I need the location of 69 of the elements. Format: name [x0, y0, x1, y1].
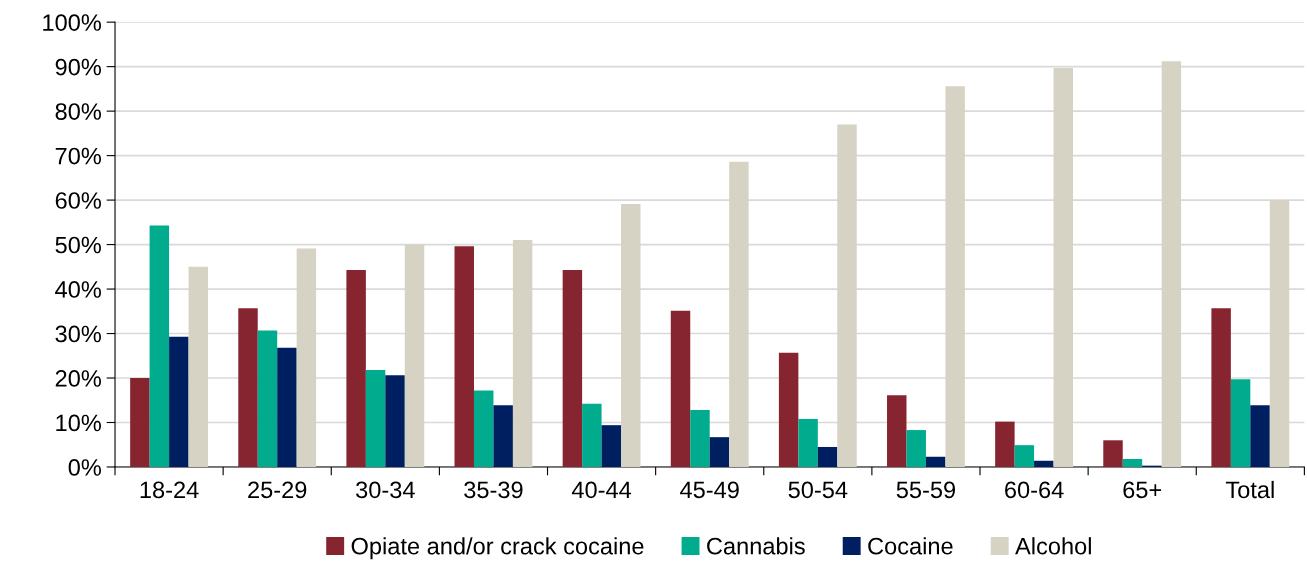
x-tick-label: 30-34: [356, 481, 415, 499]
bar: [1250, 405, 1270, 467]
bar: [887, 395, 907, 467]
bar: [925, 456, 946, 467]
x-tick-label: 35-39: [464, 481, 523, 499]
x-tick-label: 55-59: [896, 481, 956, 499]
legend-label: Opiate and/or crack cocaine: [351, 537, 644, 560]
bar: [1211, 308, 1231, 467]
y-tick-label: 70%: [55, 147, 101, 165]
bar: [149, 225, 170, 467]
bar: [1034, 460, 1054, 467]
bar: [454, 246, 474, 467]
bar: [188, 266, 208, 467]
bar: [277, 347, 297, 467]
bar: [385, 375, 405, 467]
y-tick-label: 100%: [43, 14, 101, 31]
y-tick-label: 30%: [55, 325, 101, 343]
y-tick-label: 20%: [55, 370, 101, 387]
legend-label: Cocaine: [868, 537, 953, 555]
bar: [1014, 445, 1035, 467]
bar: [365, 370, 386, 467]
x-tick-label: 45-49: [680, 481, 739, 499]
bar: [404, 244, 425, 467]
bar: [906, 430, 926, 467]
bar: [601, 425, 622, 467]
x-tick-label: 50-54: [788, 481, 848, 499]
legend-label: Alcohol: [1015, 537, 1091, 555]
bar: [493, 405, 513, 467]
x-tick-label: 18-24: [140, 481, 199, 499]
bar: [1230, 379, 1251, 467]
bar: [296, 248, 317, 467]
y-tick-label: 40%: [55, 281, 101, 298]
bar: [257, 330, 278, 467]
y-tick-label: 60%: [55, 192, 101, 209]
bar: [729, 161, 749, 467]
bar: [1053, 67, 1073, 467]
bar: [1103, 440, 1123, 467]
bar: [709, 437, 730, 467]
bar: [582, 403, 602, 467]
x-tick-label: 60-64: [1005, 481, 1064, 499]
bar: [473, 390, 494, 467]
bar: [798, 418, 818, 467]
y-tick-label: 80%: [55, 103, 101, 120]
x-tick-label: 40-44: [571, 481, 632, 499]
bar: [130, 378, 150, 467]
bar: [512, 240, 533, 467]
x-tick-label: 25-29: [248, 481, 307, 499]
bar: [670, 310, 691, 467]
bar: [690, 410, 710, 467]
bar: [621, 204, 641, 467]
bar: [1122, 458, 1143, 467]
bar: [945, 86, 965, 467]
bar: [1269, 200, 1290, 467]
x-tick-label: 65+: [1123, 481, 1162, 499]
bar: [346, 269, 366, 467]
bar: [837, 124, 857, 467]
y-tick-label: 10%: [56, 414, 101, 432]
x-tick-label: Total: [1225, 480, 1274, 499]
bar: [778, 352, 799, 467]
bar: [817, 446, 838, 467]
bar: [995, 421, 1015, 467]
y-tick-label: 50%: [55, 236, 101, 254]
bar: [169, 336, 189, 467]
y-tick-label: 0%: [68, 459, 101, 476]
bar: [562, 269, 583, 467]
bar: [238, 308, 258, 467]
y-tick-label: 90%: [55, 58, 101, 76]
bar: [1161, 61, 1182, 467]
legend-label: Cannabis: [707, 537, 805, 555]
